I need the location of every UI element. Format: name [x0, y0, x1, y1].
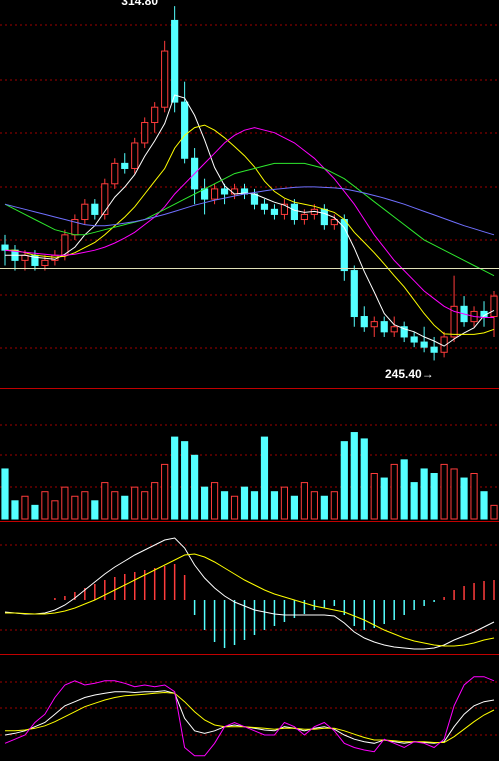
volume-bar: [101, 482, 109, 520]
volume-bar: [230, 495, 239, 520]
candle-body: [350, 270, 358, 318]
candle-body: [161, 50, 169, 108]
volume-bar: [330, 491, 338, 520]
volume-bar: [350, 432, 358, 520]
candle-body: [101, 183, 109, 215]
volume-bar: [41, 491, 49, 520]
candle-body: [380, 321, 388, 333]
volume-bar: [151, 482, 159, 520]
volume-bar: [460, 477, 468, 520]
candle-body: [181, 101, 189, 159]
candle-body: [490, 295, 498, 318]
volume-bar: [400, 459, 408, 520]
volume-bar: [370, 473, 378, 520]
volume-bar: [71, 495, 79, 520]
candle-body: [131, 142, 139, 169]
indicator-line: [5, 691, 495, 743]
candle-body: [1, 244, 9, 251]
volume-bar: [61, 486, 69, 520]
candle-body: [141, 122, 149, 144]
volume-bar: [191, 454, 199, 520]
candle-body: [250, 193, 259, 205]
volume-bar: [380, 477, 388, 520]
candle-body: [420, 341, 428, 348]
volume-bar: [390, 463, 398, 520]
volume-bar: [360, 438, 368, 520]
candle-body: [91, 203, 99, 215]
volume-bar: [31, 504, 39, 520]
volume-bar: [161, 463, 169, 520]
candle-body: [290, 203, 299, 221]
volume-bar: [210, 482, 219, 520]
volume-bar: [420, 468, 428, 520]
candle-body: [230, 188, 239, 195]
volume-bar: [91, 500, 99, 520]
volume-bar: [320, 495, 328, 520]
volume-bar: [480, 491, 488, 520]
volume-bar: [141, 491, 149, 520]
candle-body: [171, 19, 179, 103]
volume-bar: [490, 504, 498, 520]
volume-bar: [260, 436, 269, 520]
candle-body: [151, 106, 159, 124]
candle-body: [320, 208, 328, 226]
indicator-line: [5, 124, 495, 335]
volume-bar: [340, 441, 348, 520]
volume-bar: [51, 500, 59, 520]
candle-body: [280, 203, 289, 215]
candle-body: [210, 188, 219, 200]
volume-bar: [200, 486, 209, 520]
candle-body: [111, 162, 119, 185]
candle-body: [260, 203, 269, 210]
volume-bar: [440, 463, 448, 520]
volume-bar: [430, 473, 438, 520]
volume-bar: [171, 436, 179, 520]
indicator-line: [5, 553, 495, 647]
volume-bar: [111, 491, 119, 520]
marks: [0, 6, 499, 757]
volume-bar: [300, 482, 308, 520]
volume-bar: [11, 500, 19, 520]
volume-bar: [310, 491, 318, 520]
candle-body: [300, 213, 308, 221]
volume-bar: [470, 473, 478, 520]
candle-body: [410, 336, 418, 343]
candle-body: [41, 259, 49, 266]
candle-body: [220, 188, 229, 195]
candle-body: [430, 346, 438, 353]
indicator-line: [4, 162, 495, 277]
indicator-line: [4, 186, 495, 236]
indicator-line: [4, 127, 494, 318]
volume-bar: [21, 495, 29, 520]
volume-bar: [410, 482, 418, 520]
volume-bar: [131, 486, 139, 520]
volume-bar: [250, 491, 259, 520]
candle-body: [450, 305, 458, 338]
candle-body: [121, 162, 129, 169]
volume-bar: [280, 486, 289, 520]
candle-body: [81, 203, 89, 221]
volume-bar: [270, 491, 279, 520]
volume-bar: [81, 491, 89, 520]
indicator-line: [4, 537, 495, 650]
volume-bar: [290, 495, 299, 520]
candle-body: [370, 321, 378, 328]
indicator-line: [4, 676, 495, 757]
high-annotation: 314.80: [121, 0, 158, 8]
volume-bar: [181, 441, 189, 520]
volume-bar: [1, 468, 9, 520]
volume-bar: [450, 468, 458, 520]
candle-body: [330, 219, 338, 226]
candle-body: [400, 326, 408, 338]
volume-bar: [240, 486, 249, 520]
candle-body: [360, 316, 368, 328]
candle-body: [390, 326, 398, 333]
low-annotation: 245.40→: [385, 367, 434, 381]
volume-bar: [121, 495, 129, 520]
candle-body: [270, 208, 279, 215]
volume-bar: [220, 491, 229, 520]
